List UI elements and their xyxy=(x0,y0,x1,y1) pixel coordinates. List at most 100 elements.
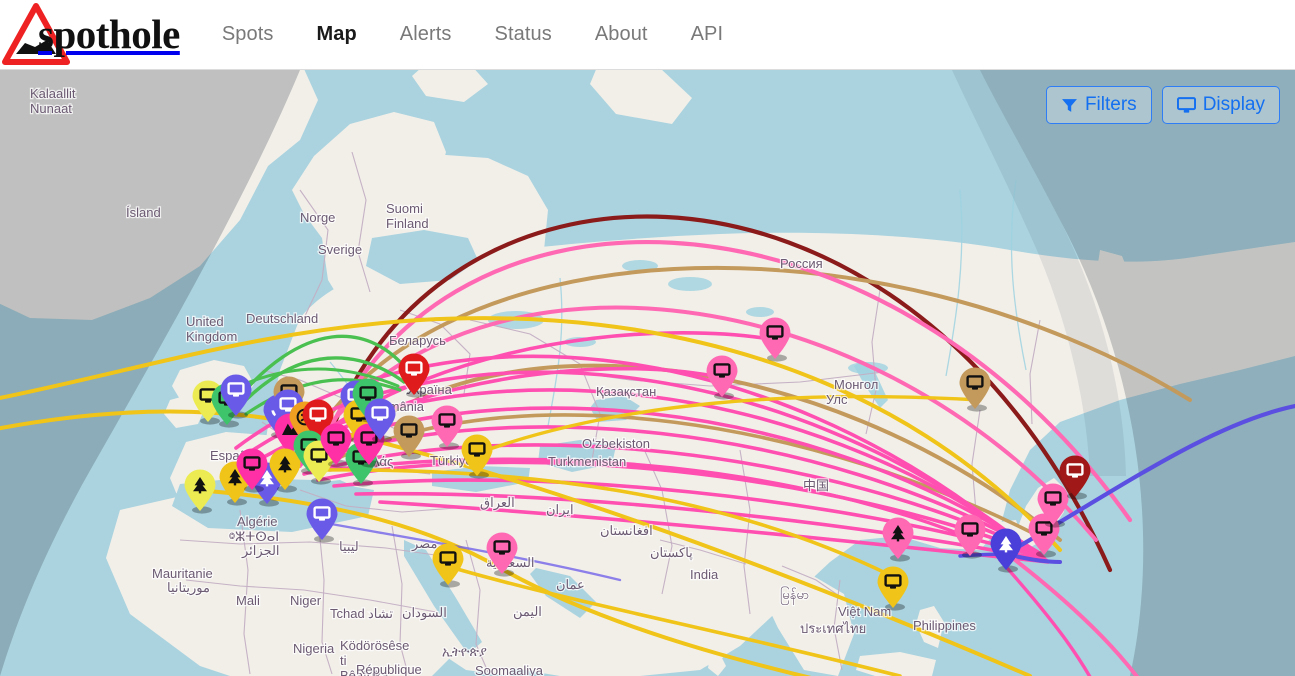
map-marker[interactable] xyxy=(236,448,268,493)
monitor-icon xyxy=(1044,491,1062,506)
nav-item-about[interactable]: About xyxy=(594,23,648,45)
monitor-icon xyxy=(1035,521,1053,536)
map-label: Россия xyxy=(780,256,823,271)
map-marker[interactable] xyxy=(184,469,216,514)
monitor-icon xyxy=(360,431,378,446)
nav-item-alerts[interactable]: Alerts xyxy=(399,23,452,45)
filters-button[interactable]: Filters xyxy=(1045,86,1152,124)
map-label: اليمن xyxy=(513,604,542,620)
filters-button-label: Filters xyxy=(1084,94,1137,115)
monitor-icon xyxy=(400,423,418,438)
map-marker[interactable] xyxy=(877,566,909,611)
nav-item-api[interactable]: API xyxy=(690,23,724,45)
map-label: الجزائر xyxy=(241,543,280,559)
monitor-icon xyxy=(227,382,245,397)
map-marker[interactable] xyxy=(364,398,396,443)
monitor-icon xyxy=(309,407,327,422)
map-label: Sverige xyxy=(318,242,362,257)
monitor-icon xyxy=(468,442,486,457)
map-marker[interactable] xyxy=(706,355,738,400)
map-marker[interactable] xyxy=(431,405,463,450)
map-label: افغانستان xyxy=(600,523,653,538)
map-label: ليبيا xyxy=(339,539,359,554)
map-label: Kalaallit Nunaat xyxy=(30,86,76,116)
map-marker[interactable] xyxy=(432,543,464,588)
map-label: Niger xyxy=(290,593,322,608)
map-marker[interactable] xyxy=(1028,513,1060,558)
map-marker[interactable] xyxy=(486,532,518,577)
map-label: 中国 xyxy=(803,478,829,493)
map-marker[interactable] xyxy=(990,528,1022,573)
site-header: spothole Spots Map Alerts Status About A… xyxy=(0,0,1295,70)
tree-icon xyxy=(228,469,242,486)
map-marker[interactable] xyxy=(306,498,338,543)
map-label: India xyxy=(690,567,719,582)
map-label: Soomaaliya xyxy=(475,663,544,676)
map-label: Algérie xyxy=(237,514,277,529)
nav-item-status[interactable]: Status xyxy=(494,23,552,45)
map-marker[interactable] xyxy=(882,517,914,562)
map-marker[interactable] xyxy=(393,415,425,460)
world-map[interactable]: Kalaallit Nunaat Ísland Norge Sverige Suomi Fi… xyxy=(0,70,1295,676)
map-marker[interactable] xyxy=(954,514,986,559)
monitor-icon xyxy=(405,361,423,376)
map-label: Улс xyxy=(826,392,848,407)
map-marker[interactable] xyxy=(759,317,791,362)
monitor-icon xyxy=(371,406,389,421)
monitor-icon xyxy=(359,386,377,401)
main-navigation: Spots Map Alerts Status About API xyxy=(222,0,723,70)
map-marker[interactable] xyxy=(1059,455,1091,500)
map-label: ⱉⵣⵜⵙⴰⵏ xyxy=(229,529,279,544)
map-label: ኢትዮጵያ xyxy=(442,644,487,659)
map-label: Tchad xyxy=(330,606,365,621)
monitor-icon xyxy=(1176,96,1196,114)
tree-icon xyxy=(278,456,292,473)
map-labels-layer: Kalaallit Nunaat Ísland Norge Sverige Suomi Fi… xyxy=(29,85,978,676)
monitor-icon xyxy=(243,456,261,471)
map-label: Ködörösêse ti Bêafrîka xyxy=(340,638,409,676)
funnel-icon xyxy=(1061,97,1078,114)
nav-item-spots[interactable]: Spots xyxy=(221,23,274,45)
display-button[interactable]: Display xyxy=(1161,86,1280,124)
map-label: Ísland xyxy=(126,205,161,220)
map-label: United Kingdom xyxy=(186,314,237,344)
map-label: Mali xyxy=(236,593,260,608)
monitor-icon xyxy=(493,540,511,555)
map-label: Việt Nam xyxy=(838,604,891,619)
tree-icon xyxy=(193,477,207,494)
map-label: ایران xyxy=(546,502,574,518)
brand-name: spothole xyxy=(38,11,180,57)
map-label: مصر xyxy=(411,536,437,552)
map-label: Turkmenistan xyxy=(548,454,626,469)
brand-logo-link[interactable]: spothole xyxy=(2,0,180,70)
map-marker[interactable] xyxy=(398,353,430,398)
monitor-icon xyxy=(438,413,456,428)
map-label: Mauritanie xyxy=(152,566,213,581)
map-marker[interactable] xyxy=(320,423,352,468)
monitor-icon xyxy=(961,522,979,537)
map-marker[interactable] xyxy=(461,434,493,479)
map-controls: Filters Display xyxy=(1045,86,1280,124)
map-marker[interactable] xyxy=(1037,483,1069,528)
monitor-icon xyxy=(310,448,328,463)
nav-item-map[interactable]: Map xyxy=(316,23,357,45)
tree-icon xyxy=(999,536,1013,553)
map-label: Oʻzbekiston xyxy=(582,436,650,451)
map-marker[interactable] xyxy=(959,367,991,412)
display-button-label: Display xyxy=(1202,94,1265,115)
map-label: ประเทศไทย xyxy=(800,621,866,636)
mountain-icon xyxy=(282,423,298,435)
map-label: Беларусь xyxy=(389,333,446,348)
map-label: العراق xyxy=(480,495,515,511)
map-marker[interactable] xyxy=(269,448,301,493)
monitor-icon xyxy=(327,431,345,446)
map-label: پاکستان xyxy=(650,545,693,561)
map-label: السودان xyxy=(402,605,447,621)
day-night-terminator-overlay xyxy=(0,70,1295,676)
map-marker[interactable] xyxy=(220,374,252,419)
map-label: Қазақстан xyxy=(596,384,656,399)
map-markers-layer[interactable] xyxy=(0,70,1295,676)
map-label: Монгол xyxy=(834,377,878,392)
map-label: تشاد xyxy=(368,606,393,621)
monitor-icon xyxy=(966,375,984,390)
